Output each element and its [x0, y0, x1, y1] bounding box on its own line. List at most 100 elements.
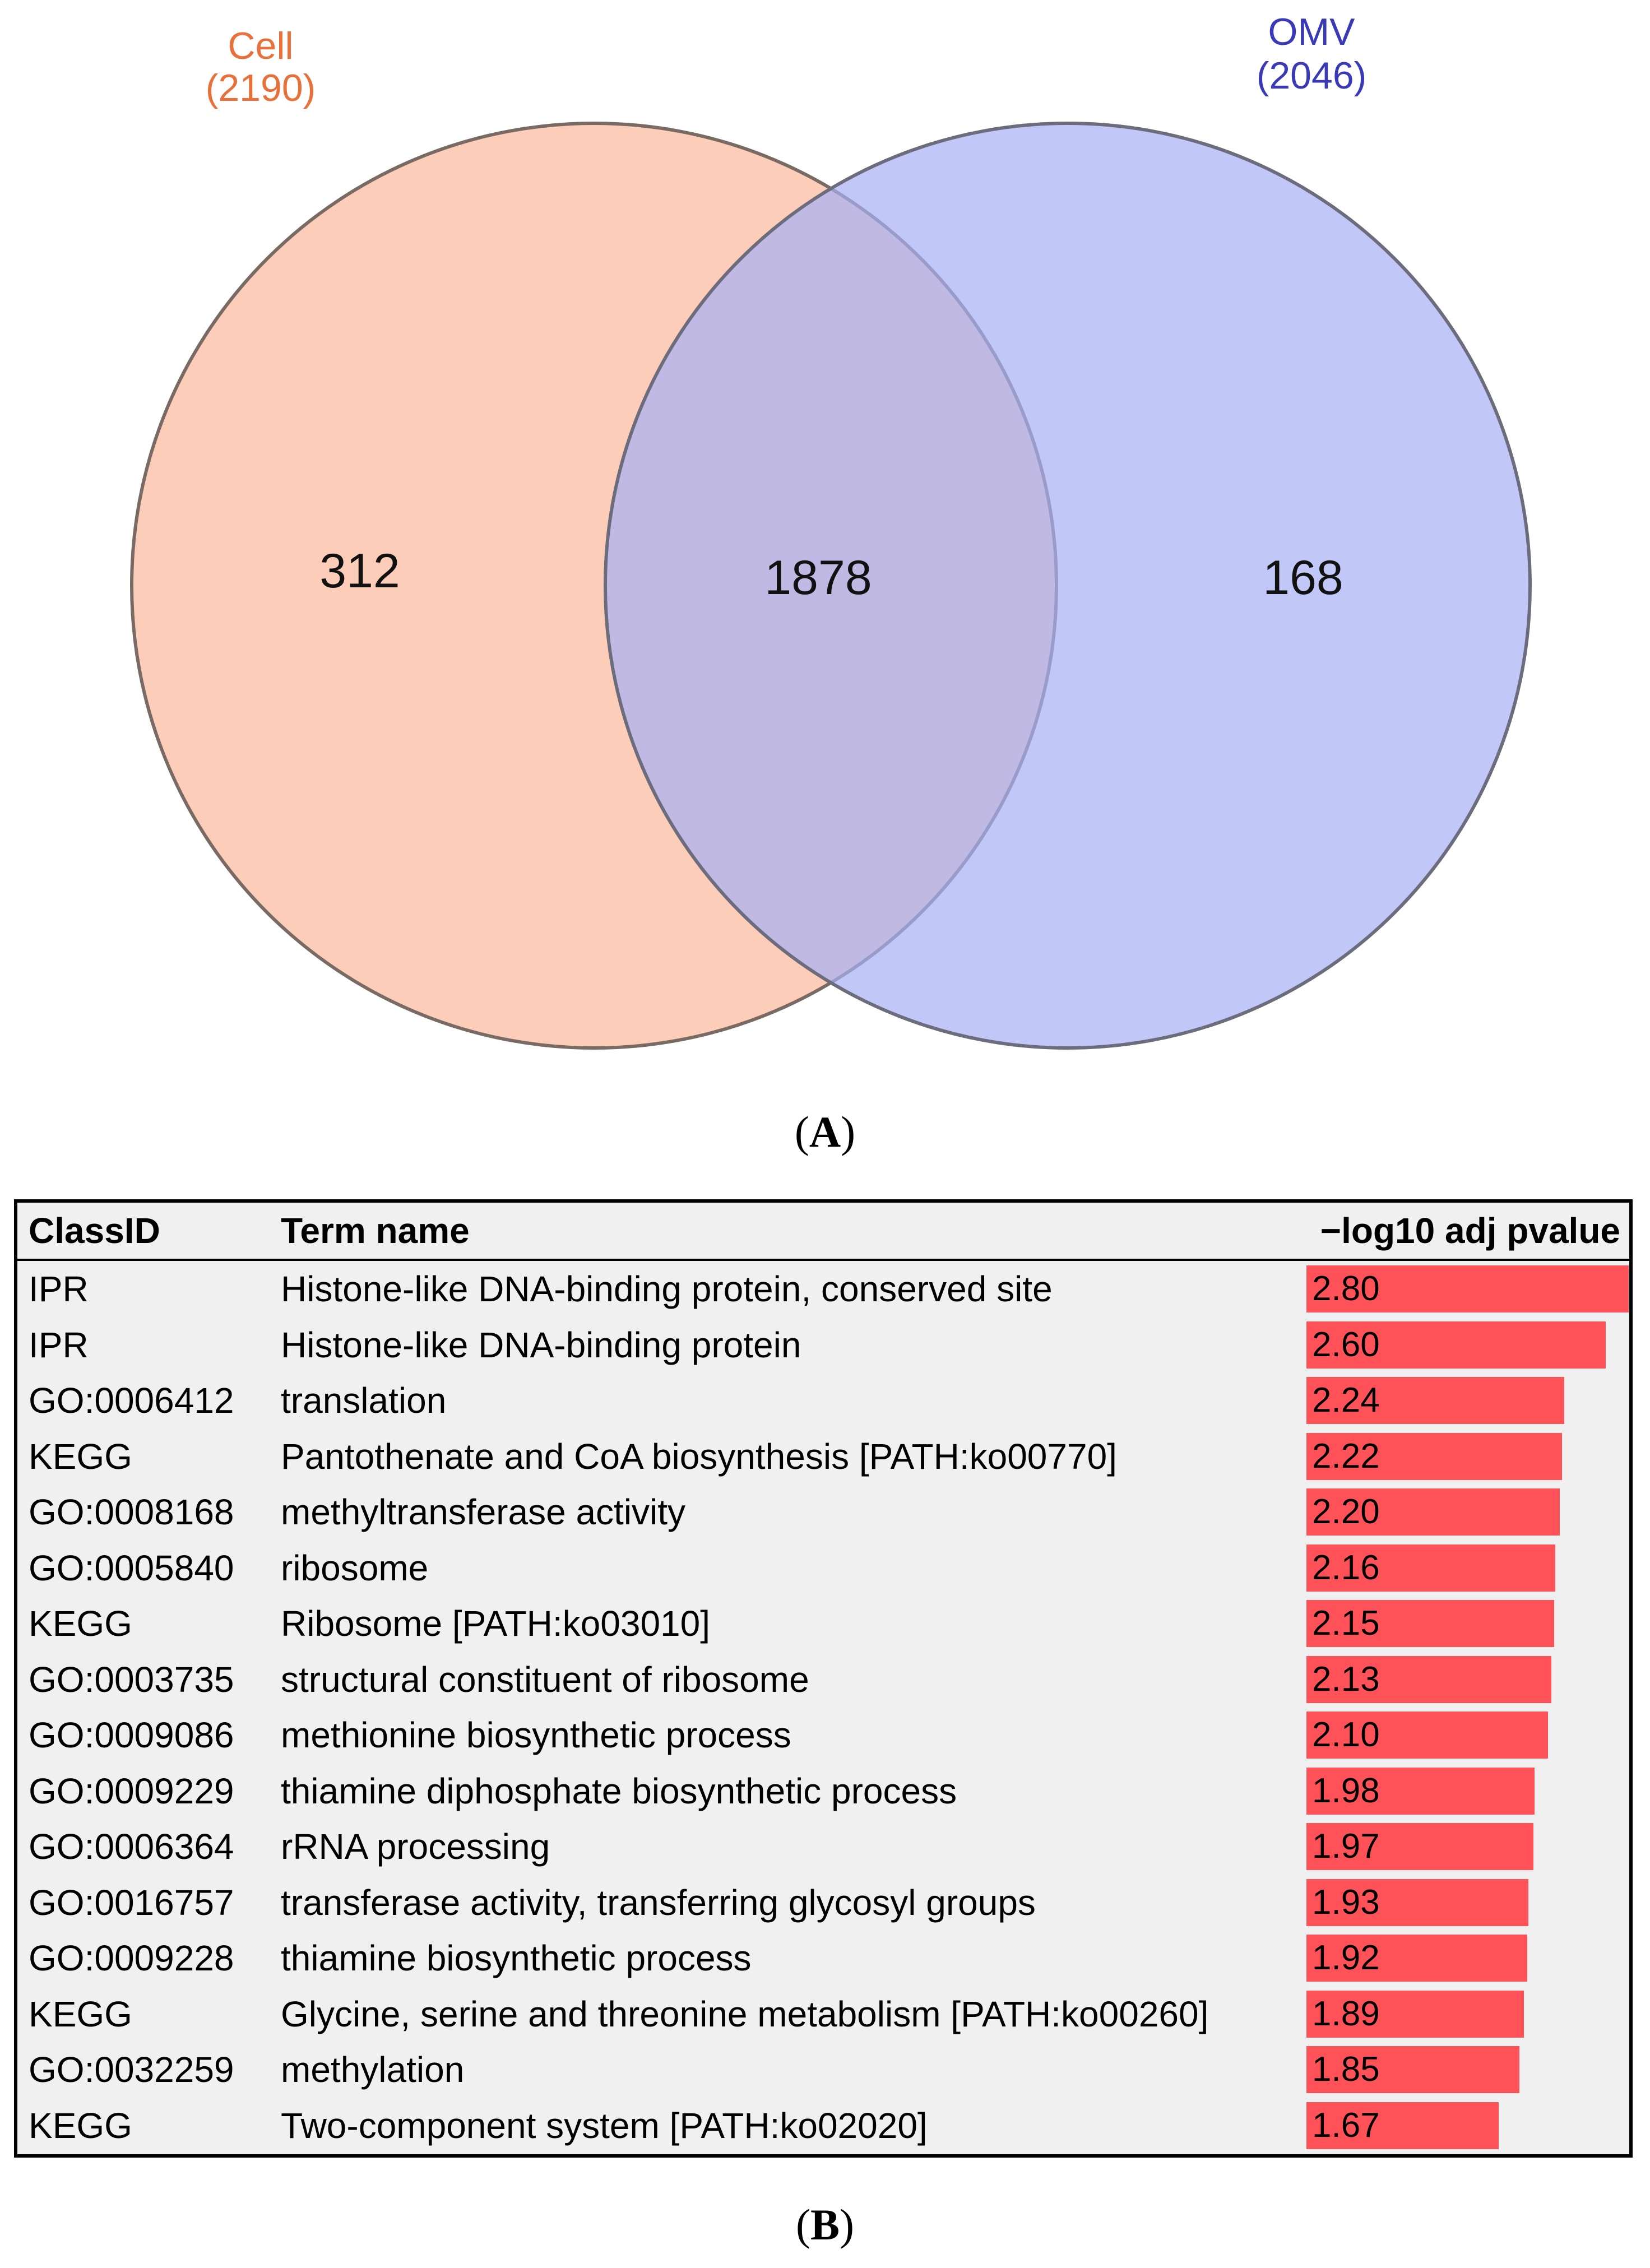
table-row: KEGG Ribosome [PATH:ko03010] 2.15	[17, 1596, 1629, 1652]
pvalue-cell: 1.93	[1306, 1875, 1632, 1931]
term-name-cell: Histone-like DNA-binding protein, conser…	[281, 1269, 1053, 1309]
class-id-cell: IPR	[29, 1269, 89, 1309]
pvalue-bar	[1306, 1712, 1549, 1759]
class-id-cell: IPR	[29, 1324, 89, 1365]
omv-only-count: 168	[1263, 551, 1343, 605]
pvalue-cell: 2.24	[1306, 1372, 1632, 1428]
table-row: GO:0009086 methionine biosynthetic proces…	[17, 1707, 1629, 1763]
table-row: KEGG Glycine, serine and threonine metabo…	[17, 1986, 1629, 2042]
table-row: GO:0032259 methylation 1.85	[17, 2042, 1629, 2098]
term-name-cell: Histone-like DNA-binding protein	[281, 1324, 801, 1365]
cell-only-count: 312	[319, 544, 400, 598]
pvalue-cell: 2.60	[1306, 1317, 1632, 1373]
term-name-cell: rRNA processing	[281, 1826, 550, 1867]
omv-set-circle	[604, 122, 1532, 1050]
pvalue-bar	[1306, 1767, 1535, 1815]
class-id-cell: KEGG	[29, 1436, 132, 1477]
venn-diagram: Cell (2190) OMV (2046) 312 1878 168	[130, 11, 1532, 1050]
class-id-cell: GO:0032259	[29, 2049, 234, 2090]
pvalue-cell: 2.10	[1306, 1707, 1632, 1763]
table-row: IPR Histone-like DNA-binding protein 2.60	[17, 1317, 1629, 1373]
class-id-cell: KEGG	[29, 1603, 132, 1644]
class-id-cell: GO:0003735	[29, 1659, 234, 1700]
term-name-cell: Pantothenate and CoA biosynthesis [PATH:…	[281, 1436, 1117, 1477]
pvalue-label: 2.15	[1312, 1604, 1380, 1643]
cell-set-total: (2190)	[206, 67, 316, 109]
table-row: GO:0008168 methyltransferase activity 2.20	[17, 1484, 1629, 1540]
class-id-cell: GO:0009086	[29, 1715, 234, 1755]
term-name-cell: translation	[281, 1380, 447, 1421]
header-pvalue: −log10 adj pvalue	[1320, 1210, 1620, 1251]
pvalue-bar	[1306, 1600, 1554, 1647]
pvalue-bar	[1306, 2102, 1499, 2149]
pvalue-bar	[1306, 1879, 1529, 1926]
pvalue-bar	[1306, 1823, 1533, 1870]
class-id-cell: GO:0008168	[29, 1492, 234, 1532]
pvalue-label: 2.24	[1312, 1381, 1380, 1420]
term-name-cell: thiamine diphosphate biosynthetic proces…	[281, 1770, 957, 1811]
pvalue-bar	[1306, 2046, 1519, 2093]
pvalue-cell: 1.92	[1306, 1930, 1632, 1986]
class-id-cell: KEGG	[29, 2105, 132, 2146]
pvalue-label: 2.60	[1312, 1325, 1380, 1364]
header-class-id: ClassID	[29, 1210, 160, 1251]
pvalue-label: 2.22	[1312, 1436, 1380, 1476]
term-name-cell: ribosome	[281, 1547, 429, 1588]
term-name-cell: thiamine biosynthetic process	[281, 1938, 752, 1978]
pvalue-bar	[1306, 1265, 1629, 1312]
pvalue-label: 1.85	[1312, 2050, 1380, 2089]
term-name-cell: methyltransferase activity	[281, 1492, 686, 1532]
header-term-name: Term name	[281, 1210, 470, 1251]
pvalue-label: 1.97	[1312, 1827, 1380, 1866]
pvalue-label: 1.67	[1312, 2105, 1380, 2145]
pvalue-cell: 2.22	[1306, 1428, 1632, 1485]
class-id-cell: GO:0005840	[29, 1547, 234, 1588]
table-row: KEGG Two-component system [PATH:ko02020] 1…	[17, 2098, 1629, 2154]
panel-label-a: (A)	[794, 1107, 856, 1156]
pvalue-bar	[1306, 1655, 1552, 1703]
pvalue-label: 2.80	[1312, 1269, 1380, 1308]
pvalue-label: 1.93	[1312, 1882, 1380, 1922]
table-row: GO:0009228 thiamine biosynthetic process 1…	[17, 1930, 1629, 1986]
pvalue-cell: 1.97	[1306, 1819, 1632, 1875]
table-row: IPR Histone-like DNA-binding protein, con…	[17, 1261, 1629, 1317]
pvalue-bar	[1306, 1432, 1562, 1480]
pvalue-bar	[1306, 1488, 1560, 1536]
class-id-cell: GO:0006412	[29, 1380, 234, 1421]
term-name-cell: methylation	[281, 2049, 465, 2090]
term-name-cell: Glycine, serine and threonine metabolism…	[281, 1993, 1209, 2034]
pvalue-cell: 1.89	[1306, 1986, 1632, 2042]
pvalue-label: 2.20	[1312, 1492, 1380, 1531]
omv-set-name: OMV	[1268, 11, 1356, 53]
table-row: GO:0003735 structural constituent of ribo…	[17, 1652, 1629, 1708]
pvalue-label: 2.16	[1312, 1548, 1380, 1587]
table-row: GO:0005840 ribosome 2.16	[17, 1540, 1629, 1596]
table-row: GO:0006412 translation 2.24	[17, 1372, 1629, 1428]
pvalue-cell: 2.16	[1306, 1540, 1632, 1596]
term-name-cell: transferase activity, transferring glyco…	[281, 1882, 1036, 1923]
cell-set-name: Cell	[228, 25, 293, 67]
pvalue-bar	[1306, 1990, 1524, 2038]
pvalue-bar	[1306, 1544, 1555, 1592]
table-row: GO:0006364 rRNA processing 1.97	[17, 1819, 1629, 1875]
pvalue-label: 2.13	[1312, 1659, 1380, 1699]
pvalue-cell: 2.13	[1306, 1652, 1632, 1708]
pvalue-bar	[1306, 1321, 1606, 1369]
pvalue-cell: 1.85	[1306, 2042, 1632, 2098]
class-id-cell: GO:0006364	[29, 1826, 234, 1867]
panel-letter-b: B	[810, 2200, 840, 2249]
term-name-cell: Two-component system [PATH:ko02020]	[281, 2105, 928, 2146]
pvalue-cell: 2.80	[1306, 1261, 1632, 1317]
pvalue-label: 1.89	[1312, 1994, 1380, 2033]
pvalue-bar	[1306, 1377, 1564, 1424]
pvalue-label: 1.92	[1312, 1938, 1380, 1977]
enrichment-table: ClassID Term name −log10 adj pvalue IPR H…	[14, 1199, 1633, 2158]
table-row: GO:0009229 thiamine diphosphate biosynthe…	[17, 1763, 1629, 1819]
pvalue-label: 2.10	[1312, 1715, 1380, 1754]
omv-set-total: (2046)	[1257, 54, 1367, 97]
term-name-cell: methionine biosynthetic process	[281, 1715, 791, 1755]
table-row: GO:0016757 transferase activity, transfer…	[17, 1875, 1629, 1931]
pvalue-cell: 2.20	[1306, 1484, 1632, 1540]
pvalue-cell: 1.98	[1306, 1763, 1632, 1819]
class-id-cell: GO:0009228	[29, 1938, 234, 1978]
